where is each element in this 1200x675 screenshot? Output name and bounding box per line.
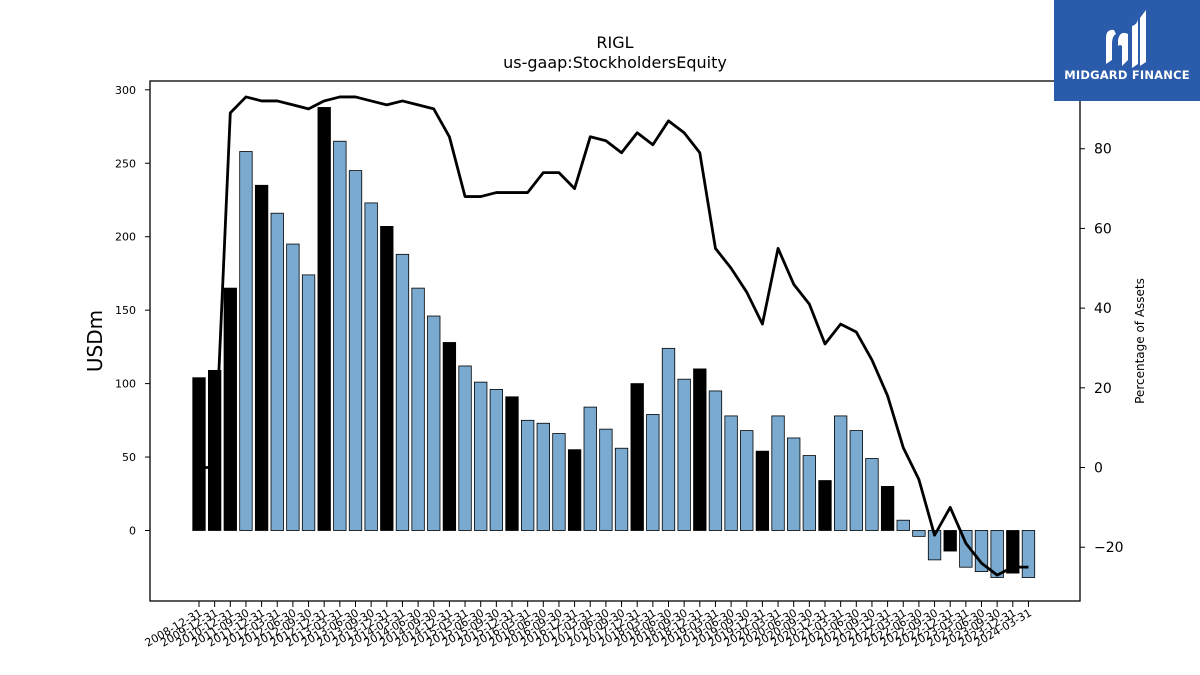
y-tick-label: 300 <box>115 84 136 97</box>
bar <box>1021 530 1036 578</box>
bar <box>661 347 676 531</box>
bar <box>865 458 879 531</box>
y2-tick-label: 20 <box>1094 381 1112 397</box>
bar <box>646 414 660 531</box>
bar <box>270 212 284 531</box>
y2-tick-label: 60 <box>1094 221 1112 237</box>
chart-title: RIGL <box>596 33 633 52</box>
bar <box>192 377 206 531</box>
bar <box>333 140 347 531</box>
brand-logo: MIDGARD FINANCE <box>1054 0 1200 101</box>
bar <box>693 368 707 531</box>
bar <box>849 430 863 531</box>
bar <box>630 383 644 531</box>
bar <box>583 406 597 531</box>
chart-subtitle: us-gaap:StockholdersEquity <box>503 53 727 72</box>
bar <box>348 170 363 531</box>
y-tick-label: 200 <box>115 231 136 244</box>
y2-tick-label: −20 <box>1094 540 1124 556</box>
plot-frame <box>149 80 1081 602</box>
y2-tick-label: 80 <box>1094 142 1112 158</box>
right-y-axis: −20 0 20 40 60 80 <box>1080 142 1124 556</box>
y-tick-label: 250 <box>115 157 136 170</box>
y-tick-label: 100 <box>115 378 136 391</box>
bar <box>724 415 738 531</box>
bar <box>818 480 832 531</box>
brand-name: MIDGARD FINANCE <box>1064 68 1190 82</box>
bar <box>521 419 535 531</box>
bar <box>677 378 691 531</box>
bar <box>223 287 237 531</box>
bar <box>474 381 488 531</box>
bar <box>990 530 1004 578</box>
bar <box>912 530 926 537</box>
left-y-axis: 0 50 100 150 200 250 300 <box>115 84 150 537</box>
bar <box>708 390 723 531</box>
bar <box>802 455 816 531</box>
bar <box>1006 530 1020 574</box>
y-tick-label: 150 <box>115 304 136 317</box>
bar <box>834 415 848 531</box>
bar <box>740 430 754 531</box>
x-axis: 2008-12-312009-12-312010-12-312011-09-30… <box>143 601 1034 650</box>
bar <box>395 253 410 531</box>
bar <box>614 447 629 531</box>
bar <box>254 184 269 531</box>
percentage-line <box>199 95 1029 577</box>
bar <box>567 449 582 531</box>
y2-tick-label: 40 <box>1094 301 1112 317</box>
bar <box>411 287 425 531</box>
bar <box>380 226 394 531</box>
midgard-m-logo-icon <box>1106 10 1146 68</box>
bar <box>505 396 519 531</box>
bar <box>317 107 331 531</box>
bar <box>239 151 253 531</box>
bar <box>536 422 550 531</box>
bar-series <box>192 107 1036 578</box>
bar <box>959 530 973 568</box>
y2-axis-label: Percentage of Assets <box>1133 278 1147 404</box>
bar <box>427 315 441 531</box>
bar <box>896 519 910 531</box>
line-series <box>199 95 1029 577</box>
bar <box>442 342 457 531</box>
y-tick-label: 50 <box>122 451 136 464</box>
bar <box>599 428 613 531</box>
bar <box>489 389 504 531</box>
bar <box>458 365 472 531</box>
bar <box>552 433 566 531</box>
bar <box>286 243 300 531</box>
bar <box>755 450 770 531</box>
y-tick-label: 0 <box>129 524 136 537</box>
bar <box>943 530 957 552</box>
bar <box>364 202 378 531</box>
bar <box>880 486 895 531</box>
y-axis-label: USDm <box>83 310 107 372</box>
bar <box>787 437 801 531</box>
bar <box>301 274 316 531</box>
bar <box>771 415 785 531</box>
y2-tick-label: 0 <box>1094 461 1103 477</box>
